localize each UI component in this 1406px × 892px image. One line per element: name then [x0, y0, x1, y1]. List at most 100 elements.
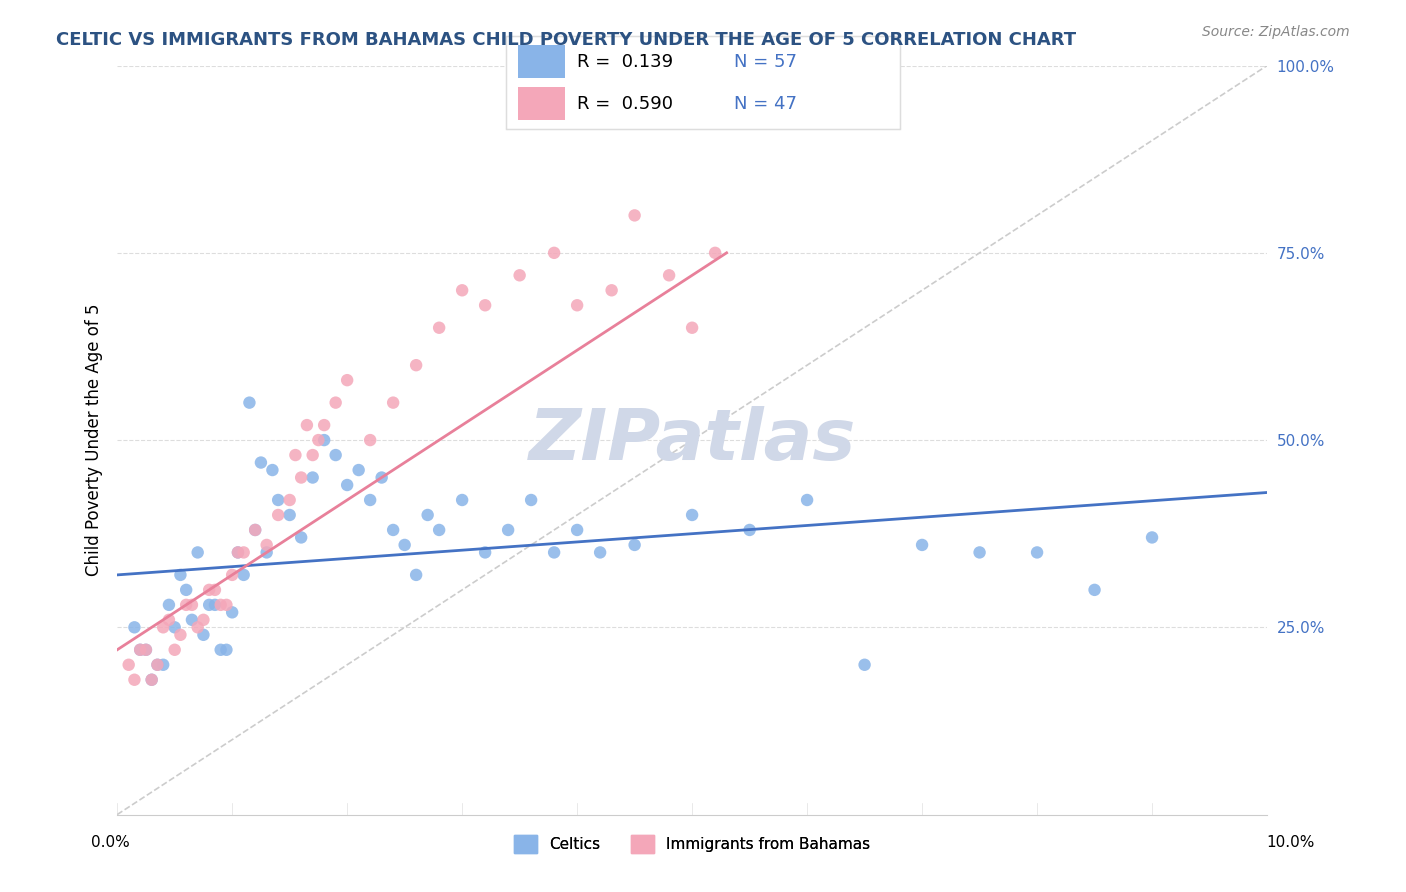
Point — [152, 657, 174, 672]
Point — [405, 567, 427, 582]
Point — [543, 545, 565, 559]
FancyBboxPatch shape — [517, 87, 565, 120]
Point — [911, 538, 934, 552]
Point — [187, 545, 209, 559]
Point — [405, 358, 427, 372]
Point — [295, 418, 318, 433]
Point — [284, 448, 307, 462]
Point — [314, 433, 336, 447]
Point — [141, 673, 163, 687]
Point — [623, 538, 645, 552]
Point — [796, 493, 818, 508]
Point — [496, 523, 519, 537]
Point — [565, 298, 588, 312]
Point — [157, 613, 180, 627]
Point — [278, 493, 301, 508]
Point — [623, 208, 645, 222]
Point — [262, 463, 284, 477]
Point — [209, 598, 232, 612]
FancyBboxPatch shape — [517, 45, 565, 78]
Point — [135, 642, 157, 657]
Point — [124, 673, 146, 687]
Point — [290, 470, 312, 484]
Point — [325, 395, 347, 409]
Point — [325, 448, 347, 462]
Point — [174, 598, 197, 612]
Point — [141, 673, 163, 687]
Text: CELTIC VS IMMIGRANTS FROM BAHAMAS CHILD POVERTY UNDER THE AGE OF 5 CORRELATION C: CELTIC VS IMMIGRANTS FROM BAHAMAS CHILD … — [56, 31, 1077, 49]
Point — [157, 598, 180, 612]
Point — [1026, 545, 1049, 559]
Point — [232, 567, 254, 582]
Point — [336, 373, 359, 387]
Point — [451, 283, 474, 297]
Point — [681, 320, 703, 334]
Point — [198, 582, 221, 597]
Point — [347, 463, 370, 477]
Point — [416, 508, 439, 522]
Point — [221, 605, 243, 619]
Point — [543, 245, 565, 260]
Point — [169, 567, 191, 582]
Point — [256, 545, 278, 559]
Point — [215, 642, 238, 657]
Point — [394, 538, 416, 552]
Point — [250, 456, 273, 470]
Point — [198, 598, 221, 612]
Text: 0.0%: 0.0% — [91, 836, 131, 850]
Point — [135, 642, 157, 657]
Point — [256, 538, 278, 552]
Point — [853, 657, 876, 672]
Y-axis label: Child Poverty Under the Age of 5: Child Poverty Under the Age of 5 — [86, 304, 103, 576]
Point — [681, 508, 703, 522]
Point — [193, 613, 215, 627]
Point — [232, 545, 254, 559]
Text: R =  0.139: R = 0.139 — [576, 53, 673, 70]
Point — [427, 320, 450, 334]
Point — [152, 620, 174, 634]
Point — [474, 545, 496, 559]
Point — [1083, 582, 1105, 597]
Point — [451, 493, 474, 508]
Point — [520, 493, 543, 508]
Text: Source: ZipAtlas.com: Source: ZipAtlas.com — [1202, 25, 1350, 39]
Point — [704, 245, 727, 260]
Legend: Celtics, Immigrants from Bahamas: Celtics, Immigrants from Bahamas — [508, 829, 876, 859]
Text: ZIPatlas: ZIPatlas — [529, 406, 856, 475]
Point — [243, 523, 266, 537]
Point — [301, 470, 323, 484]
Point — [738, 523, 761, 537]
Text: N = 47: N = 47 — [734, 95, 797, 113]
Point — [238, 395, 260, 409]
Point — [565, 523, 588, 537]
Point — [290, 531, 312, 545]
Point — [307, 433, 329, 447]
Point — [129, 642, 152, 657]
Point — [146, 657, 169, 672]
Point — [278, 508, 301, 522]
Point — [169, 628, 191, 642]
Point — [204, 598, 226, 612]
Point — [359, 433, 381, 447]
Point — [474, 298, 496, 312]
Text: 10.0%: 10.0% — [1267, 836, 1315, 850]
Point — [314, 418, 336, 433]
Point — [221, 567, 243, 582]
Point — [267, 508, 290, 522]
Point — [589, 545, 612, 559]
Point — [124, 620, 146, 634]
Point — [181, 613, 204, 627]
Text: R =  0.590: R = 0.590 — [576, 95, 673, 113]
Point — [243, 523, 266, 537]
Point — [301, 448, 323, 462]
Point — [118, 657, 141, 672]
Point — [209, 642, 232, 657]
Text: N = 57: N = 57 — [734, 53, 797, 70]
Point — [181, 598, 204, 612]
Point — [163, 642, 186, 657]
Point — [215, 598, 238, 612]
Point — [370, 470, 392, 484]
Point — [336, 478, 359, 492]
Point — [204, 582, 226, 597]
Point — [509, 268, 531, 283]
